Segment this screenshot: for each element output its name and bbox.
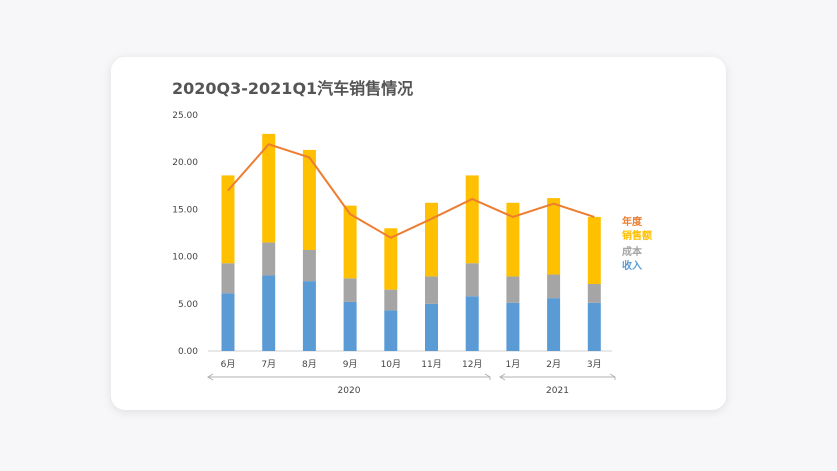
bar-cost [221,263,235,294]
x-tick-label: 7月 [261,359,276,370]
bar-income [343,301,357,351]
bar-sales [384,228,398,290]
bar-sales [343,205,357,279]
bar-cost [384,289,398,311]
bar-cost [465,263,479,297]
group-label: 2020 [338,386,361,396]
bar-cost [425,276,438,304]
y-tick-label: 10.00 [172,253,198,263]
x-tick-label: 3月 [587,359,602,370]
y-tick-label: 0.00 [178,347,198,357]
legend-entry: 销售额 [622,229,652,242]
group-bracket-arrow-left [207,373,214,381]
bar-sales [262,133,276,243]
legend-entry: 年度 [622,215,643,228]
bar-income [425,303,438,351]
x-tick-label: 10月 [381,359,401,370]
bar-income [465,296,479,351]
y-tick-label: 5.00 [178,300,198,310]
bar-income [587,302,601,351]
bar-sales [221,175,235,264]
bar-sales [506,202,520,277]
group-bracket-arrow-right [484,373,491,380]
bar-income [302,281,316,351]
x-tick-label: 6月 [221,359,236,370]
bar-sales [425,202,438,277]
x-tick-label: 9月 [343,359,358,370]
bar-cost [587,283,601,303]
bar-income [547,298,561,351]
y-tick-label: 25.00 [172,111,198,121]
x-tick-label: 2月 [546,359,561,370]
group-bracket-arrow-left [499,373,506,381]
bar-cost [302,249,316,282]
y-tick-label: 15.00 [172,205,198,215]
bar-cost [506,276,520,303]
legend-entry: 成本 [622,245,643,258]
chart-title: 2020Q3-2021Q1汽车销售情况 [172,79,414,98]
legend-entry: 收入 [622,259,642,272]
bar-sales [547,198,561,275]
bar-sales [587,216,601,284]
y-tick-label: 20.00 [172,158,198,168]
bar-cost [262,242,276,276]
bar-sales [302,149,316,250]
x-tick-label: 11月 [421,359,441,370]
bar-income [262,275,276,351]
bar-income [384,310,398,351]
bar-income [221,293,235,351]
x-tick-label: 8月 [302,359,317,370]
x-tick-label: 12月 [462,359,482,370]
bar-cost [343,278,357,302]
bar-cost [547,274,561,299]
bar-income [506,302,520,351]
annual-line [227,143,595,239]
x-tick-label: 1月 [506,359,521,370]
bar-sales [465,175,479,264]
group-bracket-arrow-right [609,373,616,380]
group-label: 2021 [546,386,569,396]
